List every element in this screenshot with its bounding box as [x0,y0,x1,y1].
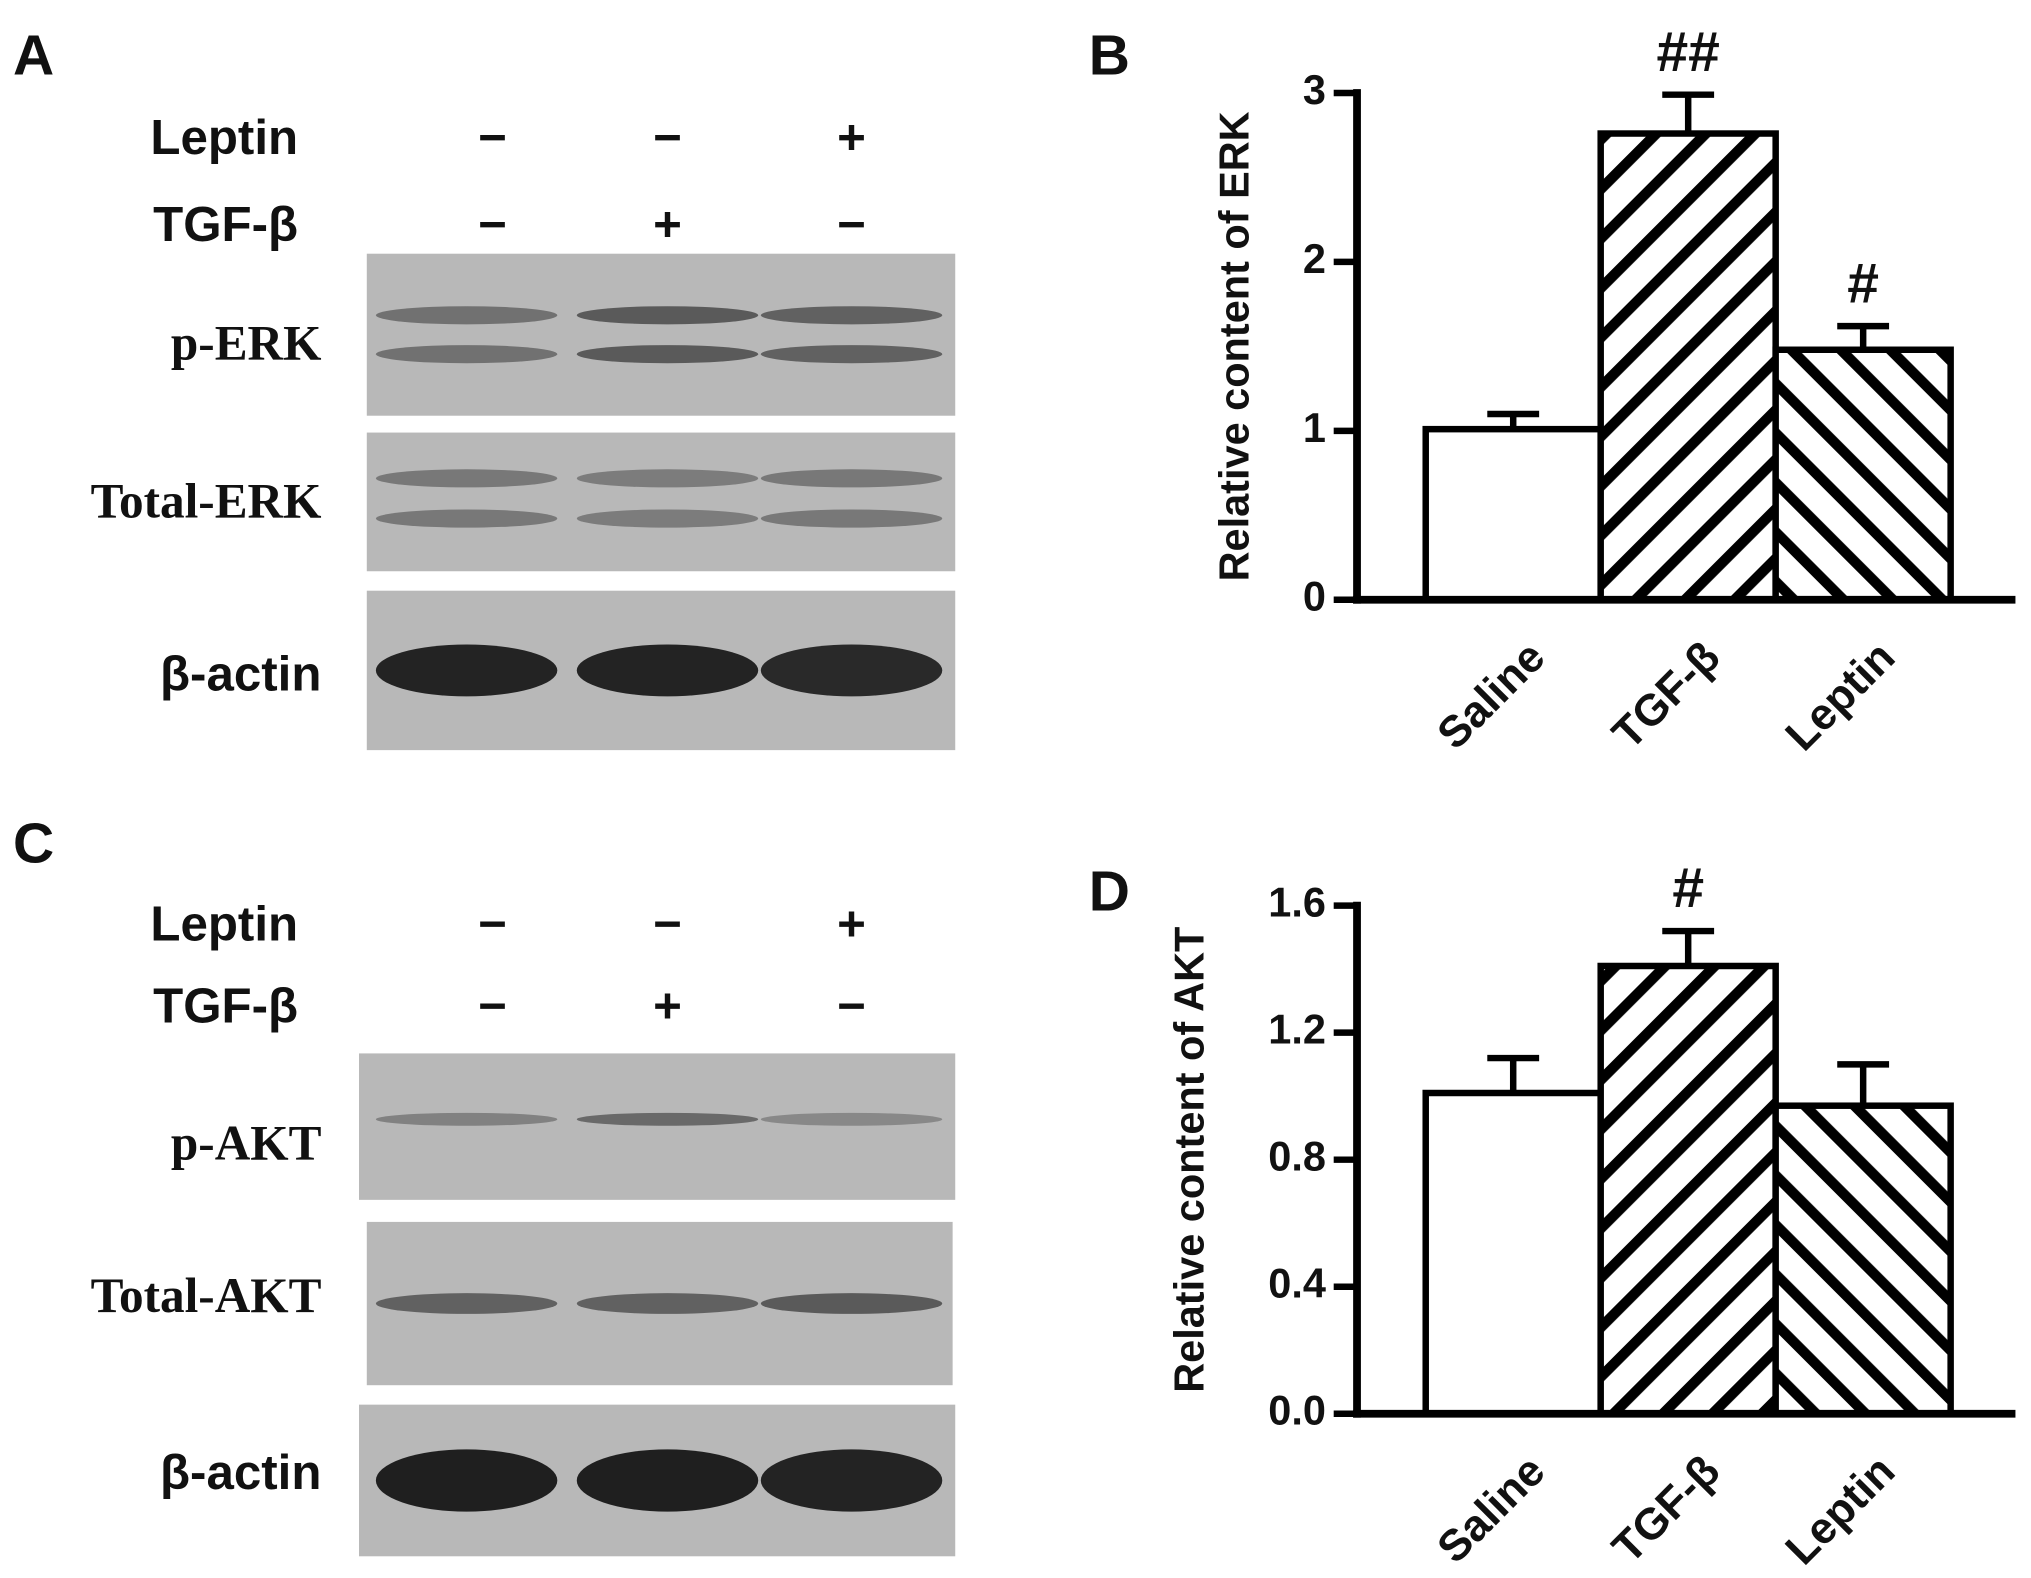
treatment-sign: − [478,897,507,952]
bar [1772,1102,1954,1417]
y-tick-label: 0.4 [1268,1260,1326,1307]
treatment-sign: − [653,110,682,165]
blot-band [760,345,943,364]
blot-band [760,469,943,488]
y-tick-label: 2 [1303,235,1326,282]
treatment-sign: − [837,978,866,1033]
band-label: Total-ERK [91,474,322,529]
panel-letter: C [13,811,54,875]
blot-band [375,469,558,488]
treatment-sign: − [837,197,866,252]
treatment-sign: + [653,197,682,252]
blot-band [760,644,943,697]
treatment-label: Leptin [150,897,298,952]
blot-band [760,1449,943,1512]
blot-band [375,1112,558,1126]
x-tick-label: TGF-β [1603,632,1729,758]
treatment-sign: − [653,897,682,952]
treatment-label: Leptin [150,110,298,165]
blot-band [576,509,759,528]
band-label: p-ERK [171,316,322,371]
error-bar [1662,91,1715,134]
blot-band [760,509,943,528]
bar [1772,346,1954,604]
blot-band [760,1112,943,1126]
bar [1422,1089,1604,1417]
y-tick-label: 1.2 [1268,1006,1326,1053]
x-tick-label: Leptin [1776,1446,1904,1574]
blot-band [375,1449,558,1512]
error-bar [1837,1061,1890,1106]
error-bar [1487,410,1540,430]
treatment-label: TGF-β [153,978,298,1033]
y-tick-label: 1 [1303,404,1326,451]
y-axis-label: Relative content of ERK [1211,111,1258,581]
blot-band [760,306,943,325]
error-bar [1487,1054,1540,1094]
y-tick-label: 0 [1303,573,1326,620]
blot-band [576,345,759,364]
blot-band [576,306,759,325]
y-tick-label: 0.0 [1268,1387,1326,1434]
significance-label: ## [1656,20,1719,84]
significance-label: # [1672,856,1704,920]
treatment-sign: + [837,897,866,952]
x-tick-label: Saline [1428,632,1554,758]
significance-label: # [1847,251,1879,315]
blot-image [359,1053,956,1200]
blot-band [576,1293,759,1314]
error-bar [1662,927,1715,966]
treatment-sign: − [478,978,507,1033]
blot-band [375,345,558,364]
blot-image [366,432,956,572]
blot-image [366,253,956,416]
blot-band [375,1293,558,1314]
x-tick-label: Leptin [1776,632,1904,760]
y-tick-label: 3 [1303,66,1326,113]
y-tick-label: 0.8 [1268,1133,1326,1180]
panel-letter: D [1089,859,1130,923]
blot-band [576,1112,759,1126]
panel-letter: A [13,23,54,87]
y-tick-label: 1.6 [1268,879,1326,926]
bar [1422,425,1604,604]
band-label: β-actin [160,1445,321,1500]
bar [1597,130,1779,604]
treatment-sign: − [478,197,507,252]
error-bar [1837,322,1890,350]
band-label: β-actin [160,647,321,702]
blot-band [576,1449,759,1512]
blot-band [760,1293,943,1314]
treatment-sign: + [837,110,866,165]
blot-band [375,509,558,528]
y-axis-label: Relative content of AKT [1165,927,1212,1393]
band-label: Total-AKT [91,1268,322,1323]
treatment-label: TGF-β [153,197,298,252]
x-tick-label: TGF-β [1603,1446,1729,1572]
panel-letter: B [1089,23,1130,87]
treatment-sign: + [653,978,682,1033]
blot-band [576,469,759,488]
bar [1597,962,1779,1417]
treatment-sign: − [478,110,507,165]
band-label: p-AKT [171,1115,322,1170]
blot-band [375,644,558,697]
blot-band [576,644,759,697]
blot-band [375,306,558,325]
x-tick-label: Saline [1428,1446,1554,1572]
